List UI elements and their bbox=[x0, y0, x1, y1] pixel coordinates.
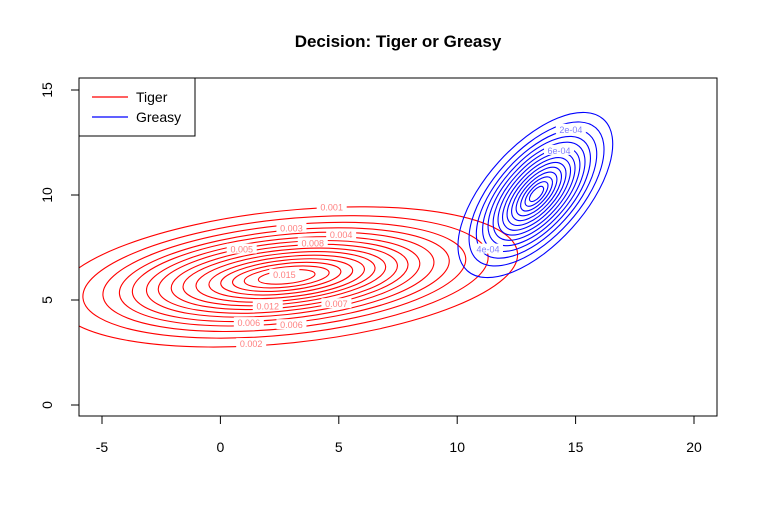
contour-label-bg-greasy bbox=[555, 123, 586, 134]
x-tick-label: 0 bbox=[217, 439, 225, 455]
contour-layer bbox=[79, 111, 614, 348]
contour-label-tiger: 0.006 bbox=[238, 318, 261, 328]
legend-label-greasy: Greasy bbox=[136, 109, 181, 125]
contour-greasy-level-7 bbox=[497, 152, 576, 236]
contour-label-greasy: 2e-04 bbox=[559, 125, 582, 135]
x-tick-label: -5 bbox=[96, 439, 109, 455]
y-tick-label: 5 bbox=[39, 296, 55, 304]
chart-title: Decision: Tiger or Greasy bbox=[295, 32, 502, 51]
contour-label-greasy: 6e-04 bbox=[548, 146, 571, 156]
contour-label-bg-tiger bbox=[252, 300, 283, 311]
contour-label-tiger: 0.008 bbox=[301, 238, 324, 248]
contour-greasy-level-10 bbox=[511, 166, 562, 222]
contour-label-bg-tiger bbox=[236, 338, 267, 349]
contour-label-bg-tiger bbox=[326, 228, 357, 239]
x-tick-label: 5 bbox=[335, 439, 343, 455]
contour-label-tiger: 0.005 bbox=[230, 245, 253, 255]
contour-tiger-level-6 bbox=[145, 236, 421, 318]
legend-box bbox=[78, 77, 196, 137]
contour-tiger-level-1 bbox=[79, 206, 519, 348]
y-tick-label: 15 bbox=[39, 82, 55, 98]
contour-tiger-level-10 bbox=[195, 251, 376, 303]
contour-tiger-level-8 bbox=[170, 243, 398, 310]
x-axis: -5 0 5 10 15 20 bbox=[96, 415, 702, 455]
contour-label-bg-tiger bbox=[276, 222, 307, 233]
contour-label-bg-greasy bbox=[544, 144, 575, 155]
contour-label-bg-tiger bbox=[321, 298, 352, 309]
contour-greasy-level-5 bbox=[487, 141, 586, 247]
contour-label-bg-tiger bbox=[276, 319, 307, 330]
contour-greasy-level-11 bbox=[515, 171, 558, 217]
contour-tiger-level-13 bbox=[231, 261, 342, 292]
x-tick-label: 20 bbox=[686, 439, 702, 455]
contour-greasy-level-14 bbox=[528, 185, 545, 203]
y-tick-label: 0 bbox=[39, 401, 55, 409]
contour-tiger-level-7 bbox=[157, 240, 409, 314]
contour-greasy-level-12 bbox=[520, 176, 553, 212]
x-tick-label: 10 bbox=[449, 439, 465, 455]
contour-greasy-level-2 bbox=[468, 121, 605, 267]
contour-tiger-level-5 bbox=[131, 231, 435, 323]
contour-label-bg-tiger bbox=[226, 243, 257, 254]
contour-greasy-level-13 bbox=[524, 181, 549, 207]
contour-label-bg-tiger bbox=[269, 268, 300, 279]
contour-label-tiger: 0.001 bbox=[320, 203, 343, 213]
contour-label-tiger: 0.006 bbox=[280, 320, 303, 330]
contour-label-greasy: 4e-04 bbox=[476, 245, 499, 255]
contour-label-bg-tiger bbox=[297, 237, 328, 248]
contour-tiger-level-11 bbox=[208, 254, 365, 300]
legend-label-tiger: Tiger bbox=[136, 89, 168, 105]
contour-label-tiger: 0.015 bbox=[273, 270, 296, 280]
contour-label-tiger: 0.002 bbox=[240, 339, 263, 349]
contour-label-tiger: 0.003 bbox=[280, 224, 303, 234]
contour-greasy-level-1 bbox=[457, 111, 614, 279]
contour-label-bg-greasy bbox=[472, 243, 503, 254]
contour-greasy-level-9 bbox=[506, 161, 567, 226]
contour-label-tiger: 0.012 bbox=[256, 301, 279, 311]
contour-tiger-level-12 bbox=[220, 258, 354, 296]
x-tick-label: 15 bbox=[568, 439, 584, 455]
contour-greasy-level-6 bbox=[492, 147, 581, 241]
contour-label-bg-tiger bbox=[233, 317, 264, 328]
contour-label-layer: 0.001 0.003 0.004 0.002 0.006 0.006 0.005 0.008… bbox=[226, 123, 586, 349]
y-axis: 0 5 10 15 bbox=[39, 82, 80, 409]
y-tick-label: 10 bbox=[39, 187, 55, 203]
legend: Tiger Greasy bbox=[78, 77, 196, 137]
contour-label-tiger: 0.004 bbox=[330, 230, 353, 240]
contour-tiger-level-14 bbox=[243, 265, 330, 289]
contour-label-bg-tiger bbox=[316, 201, 347, 212]
contour-tiger-level-9 bbox=[182, 247, 387, 307]
contour-label-tiger: 0.007 bbox=[325, 299, 348, 309]
contour-greasy-level-8 bbox=[502, 157, 571, 231]
